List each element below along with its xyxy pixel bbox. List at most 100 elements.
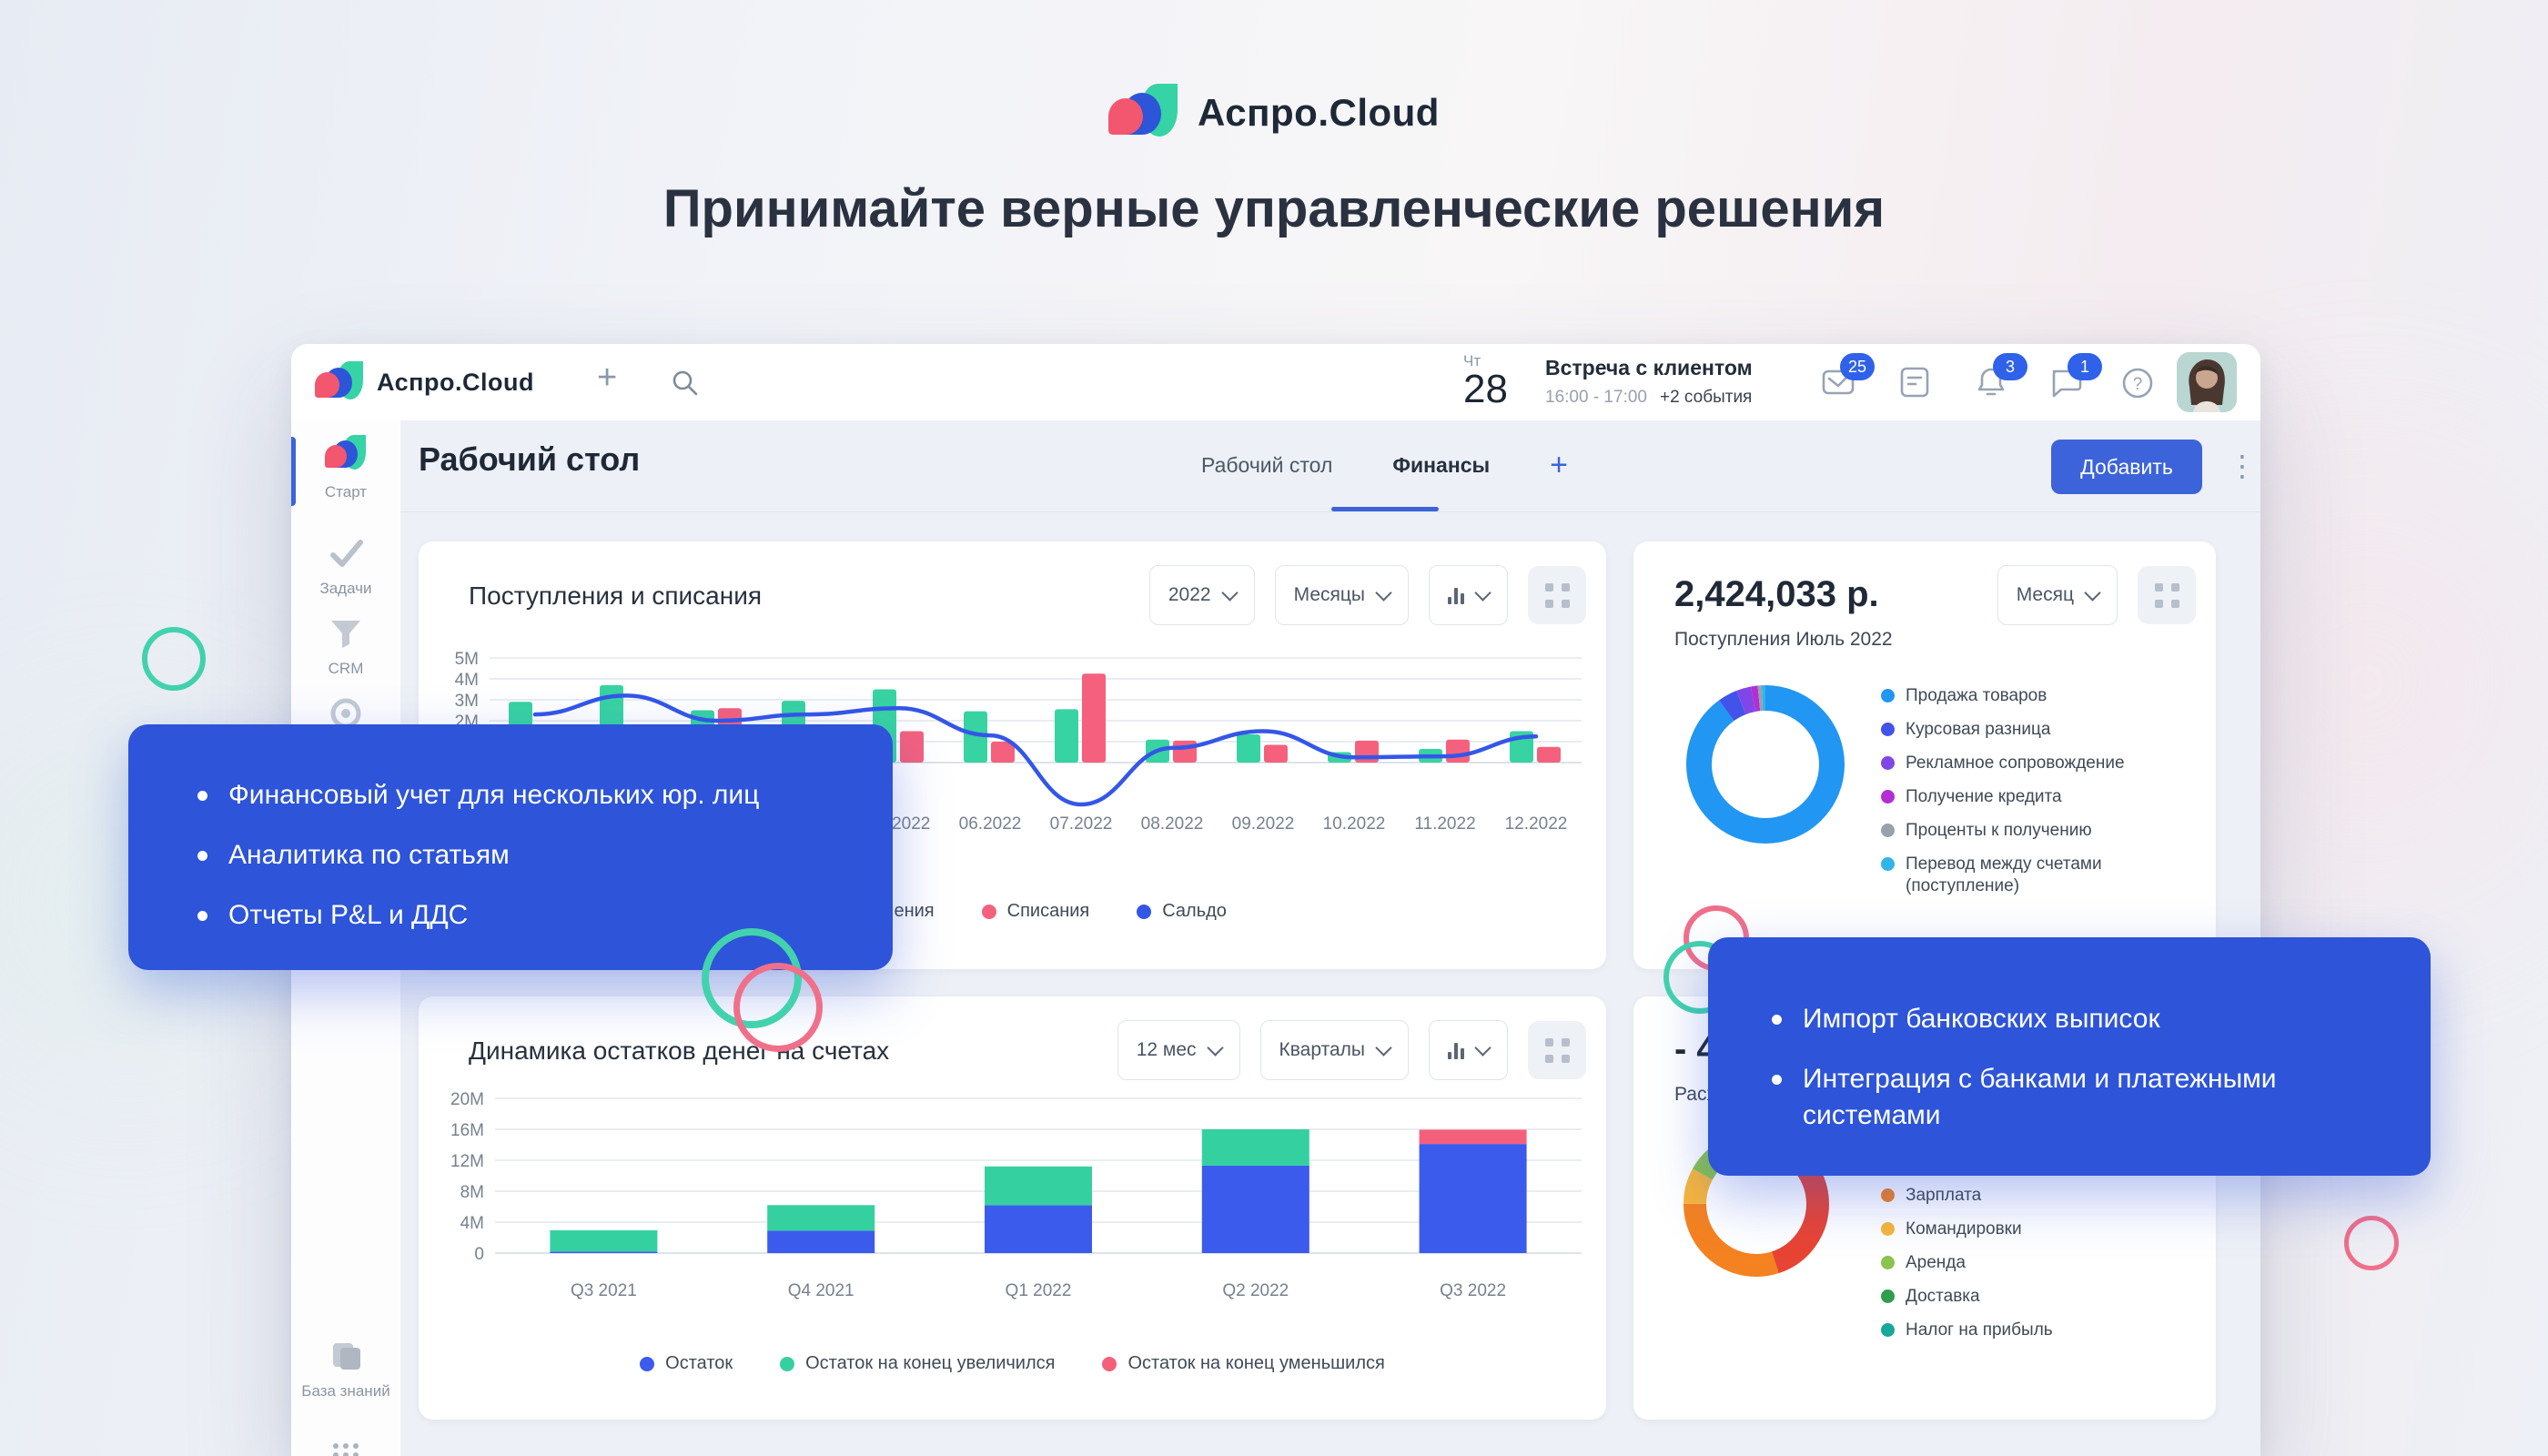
range-dropdown[interactable]: 12 мес <box>1117 1020 1240 1080</box>
notifications-button[interactable]: 3 <box>1973 353 2027 400</box>
widget-drag-handle[interactable] <box>1528 1021 1586 1079</box>
legend-item: Рекламное сопровождение <box>1881 753 2190 774</box>
inflow-legend: Продажа товаров Курсовая разница Рекламное… <box>1881 685 2190 897</box>
legend-item: Остаток <box>640 1353 733 1374</box>
balance-legend: Остаток Остаток на конец увеличился Остато… <box>419 1353 1606 1374</box>
expenses-subtitle: Расх <box>1674 1084 1716 1105</box>
hero-headline: Принимайте верные управленческие решения <box>662 179 1886 238</box>
card-incomes-controls: 2022 Месяцы <box>1148 565 1586 625</box>
mail-icon <box>1822 369 1855 395</box>
add-tab-button[interactable]: + <box>1550 448 1569 482</box>
next-event[interactable]: Встреча с клиентом 16:00 - 17:00 +2 событ… <box>1545 356 1753 408</box>
legend-item: Зарплата <box>1881 1185 2133 1207</box>
mail-badge: 25 <box>1840 353 1875 380</box>
callout-item: Аналитика по статьям <box>192 837 856 874</box>
legend-dot <box>1881 756 1895 770</box>
widget-drag-handle[interactable] <box>1528 566 1586 624</box>
legend-item: Остаток на конец уменьшился <box>1102 1353 1385 1374</box>
callout-item: Интеграция с банками и платежными систем… <box>1766 1061 2376 1134</box>
legend-dot <box>640 1356 655 1371</box>
month-dropdown[interactable]: Месяц <box>1997 565 2118 625</box>
chevron-down-icon <box>1474 1039 1491 1057</box>
legend-dot <box>1881 723 1895 736</box>
brand-name: Аспро.Cloud <box>1198 91 1440 134</box>
callout-item: Импорт банковских выписок <box>1766 1001 2376 1037</box>
period-dropdown[interactable]: Кварталы <box>1259 1020 1409 1080</box>
search-button[interactable] <box>670 368 701 403</box>
legend-dot <box>1881 1222 1895 1236</box>
chevron-down-icon <box>1375 584 1392 602</box>
legend-label: Доставка <box>1906 1287 1980 1306</box>
legend-label: Продажа товаров <box>1906 686 2048 705</box>
svg-text:4M: 4M <box>455 671 479 690</box>
legend-item: Сальдо <box>1137 901 1227 922</box>
chevron-down-icon <box>1206 1039 1224 1057</box>
legend-item: Командировки <box>1881 1218 2133 1240</box>
svg-text:16M: 16M <box>450 1121 484 1140</box>
dashboard-tabs: Рабочий стол Финансы + <box>1201 448 1568 483</box>
bar-chart-icon <box>1448 586 1464 604</box>
help-button[interactable]: ? <box>2120 366 2157 402</box>
period-dropdown[interactable]: Месяцы <box>1274 565 1409 625</box>
sidebar-item-more[interactable]: Ещё <box>291 1441 400 1456</box>
legend-item: Перевод между счетами (поступление) <box>1881 854 2190 897</box>
hero-brand: Аспро.Cloud <box>0 84 2548 142</box>
legend-dot <box>1881 689 1895 703</box>
expenses-legend: Товары, сырье и материалыЗарплатаКоманди… <box>1881 1151 2133 1341</box>
svg-text:06.2022: 06.2022 <box>959 814 1022 834</box>
legend-item: Аренда <box>1881 1252 2133 1274</box>
legend-label: Сальдо <box>1162 901 1227 921</box>
calendar-day-number: 28 <box>1463 367 1508 411</box>
mail-button[interactable]: 25 <box>1820 353 1875 400</box>
legend-label: Перевод между счетами (поступление) <box>1906 854 2102 895</box>
tab-finance[interactable]: Финансы <box>1392 453 1491 477</box>
page-menu-button[interactable]: ⋮ <box>2228 450 2257 482</box>
chevron-down-icon <box>1474 584 1491 602</box>
legend-item: Списания <box>981 901 1089 922</box>
event-extra: +2 события <box>1659 388 1753 407</box>
app-brand-name: Аспро.Cloud <box>377 368 534 396</box>
card-inflow-controls: Месяц <box>1997 565 2196 625</box>
svg-text:3M: 3M <box>455 692 479 711</box>
legend-dot <box>1881 1188 1895 1202</box>
brand-logo-icon <box>1108 84 1179 142</box>
svg-text:12.2022: 12.2022 <box>1505 814 1568 834</box>
chart-type-dropdown[interactable] <box>1429 565 1508 625</box>
svg-text:?: ? <box>2133 375 2143 394</box>
tab-desktop[interactable]: Рабочий стол <box>1201 453 1333 477</box>
chat-button[interactable]: 1 <box>2048 353 2102 400</box>
help-icon: ? <box>2122 368 2153 399</box>
chart-type-dropdown[interactable] <box>1429 1020 1508 1080</box>
inflow-amount: 2,424,033 р. <box>1674 574 1879 614</box>
legend-dot <box>1881 1289 1895 1303</box>
sidebar-item-tasks[interactable]: Задачи <box>291 537 400 597</box>
legend-item: Остаток на конец увеличился <box>780 1353 1055 1374</box>
calendar-date[interactable]: Чт 28 <box>1463 353 1508 410</box>
sidebar-item-crm[interactable]: CRM <box>291 617 400 677</box>
bar-chart-icon <box>1448 1041 1464 1059</box>
crm-funnel-icon <box>331 621 360 648</box>
add-widget-button[interactable]: Добавить <box>2051 440 2202 494</box>
decor-ring-pink-callout1 <box>733 963 823 1052</box>
svg-text:Q4 2021: Q4 2021 <box>788 1281 854 1300</box>
user-avatar[interactable] <box>2177 352 2237 412</box>
widget-drag-handle[interactable] <box>2138 566 2196 624</box>
legend-item: Доставка <box>1881 1286 2133 1308</box>
legend-label: Рекламное сопровождение <box>1906 753 2125 773</box>
event-time: 16:00 - 17:00 <box>1545 388 1647 407</box>
notes-button[interactable] <box>1896 364 1933 400</box>
legend-item: Курсовая разница <box>1881 719 2190 741</box>
card-balance-controls: 12 мес Кварталы <box>1117 1020 1586 1080</box>
year-dropdown[interactable]: 2022 <box>1148 565 1255 625</box>
app-brand[interactable]: Аспро.Cloud <box>315 361 534 403</box>
sidebar-item-start[interactable]: Старт <box>291 435 400 506</box>
quick-add-button[interactable]: + <box>597 359 618 397</box>
svg-text:4M: 4M <box>460 1214 484 1233</box>
card-incomes-title: Поступления и списания <box>469 581 763 610</box>
decor-ring-pink-bottom-right <box>2344 1216 2399 1270</box>
sidebar-item-knowledge-base[interactable]: База знаний <box>291 1340 400 1400</box>
start-icon <box>325 435 367 473</box>
chevron-down-icon <box>2084 584 2101 602</box>
callout-banking: Импорт банковских выписок Интеграция с б… <box>1708 937 2431 1176</box>
